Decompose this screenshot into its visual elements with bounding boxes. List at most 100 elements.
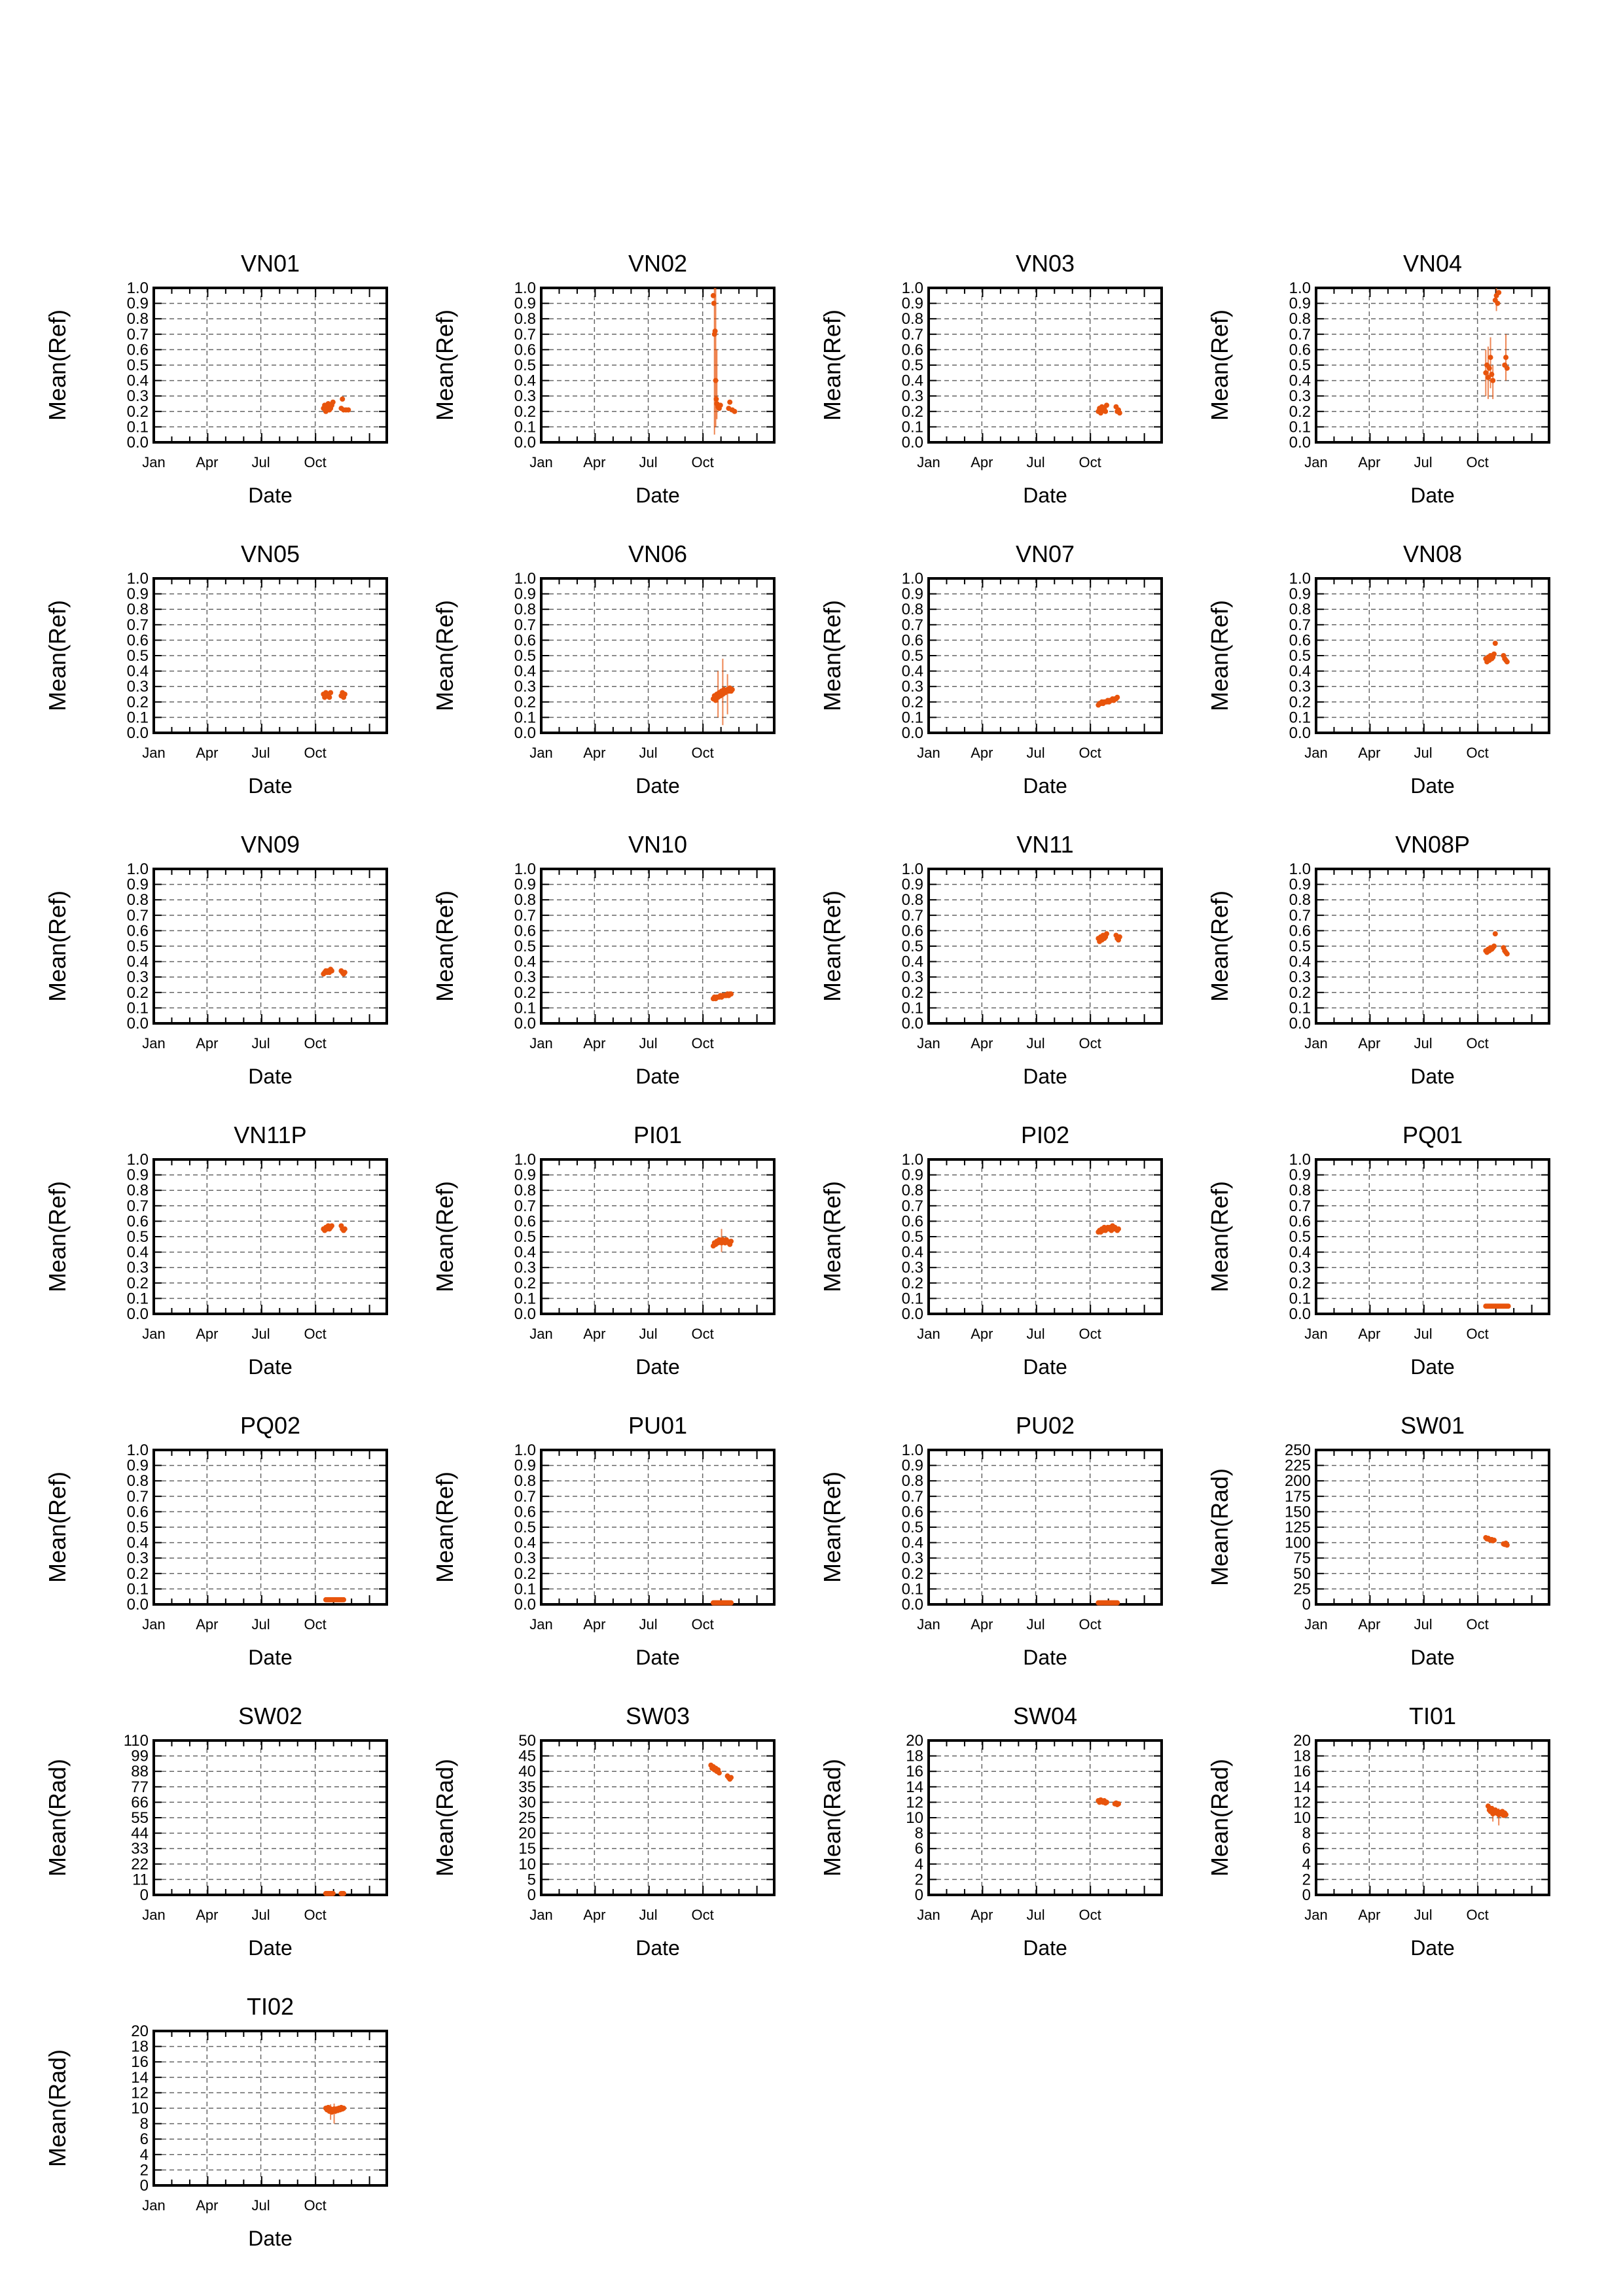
y-tick-label: 0.4 <box>902 663 923 680</box>
x-axis-label: Date <box>635 774 680 798</box>
y-tick-label: 0.0 <box>902 1305 923 1323</box>
y-tick-label: 0.2 <box>127 403 149 421</box>
x-tick-label: Oct <box>692 1616 714 1633</box>
x-axis-label: Date <box>1023 1646 1067 1669</box>
x-axis-label: Date <box>1410 484 1455 507</box>
y-tick-label: 0.5 <box>902 1519 923 1536</box>
y-tick-label: 0.7 <box>902 616 923 634</box>
data-point <box>728 1775 734 1780</box>
y-tick-label: 1.0 <box>902 860 923 878</box>
y-tick-label: 25 <box>518 1809 536 1827</box>
chart-title: SW04 <box>1013 1703 1077 1729</box>
y-tick-label: 0.7 <box>127 1488 149 1506</box>
y-tick-label: 0.1 <box>902 1290 923 1307</box>
y-tick-label: 0 <box>915 1886 923 1904</box>
data-point <box>1504 659 1510 665</box>
y-tick-label: 0.5 <box>902 357 923 374</box>
y-tick-label: 0.2 <box>1289 984 1311 1002</box>
y-tick-label: 1.0 <box>514 570 536 588</box>
plot-frame <box>1315 1449 1550 1606</box>
x-tick-label: Apr <box>583 1326 605 1342</box>
y-tick-label: 0.5 <box>514 357 536 374</box>
data-point <box>1496 290 1502 296</box>
x-axis-label: Date <box>248 484 293 507</box>
chart-panel-vn07: VN07 0.00.10.20.30.40.50.60.70.80.91.0 Jan… <box>819 540 1163 798</box>
x-tick-label: Oct <box>692 454 714 470</box>
y-tick-label: 0.0 <box>514 434 536 451</box>
x-tick-label: Apr <box>196 454 218 470</box>
x-tick-label: Jan <box>1304 1907 1327 1923</box>
y-tick-label: 0.8 <box>514 1472 536 1490</box>
y-tick-label: 0 <box>1302 1886 1311 1904</box>
y-tick-label: 250 <box>1285 1441 1311 1459</box>
x-tick-label: Jan <box>1304 1326 1327 1342</box>
y-tick-label: 0.9 <box>127 1167 149 1184</box>
y-tick-label: 0.7 <box>902 1488 923 1506</box>
y-axis-label: Mean(Ref) <box>819 600 846 711</box>
data-point <box>728 1600 734 1606</box>
y-tick-label: 0.2 <box>127 1565 149 1583</box>
chart-title: VN07 <box>1016 540 1075 567</box>
y-tick-label: 0.7 <box>127 1197 149 1215</box>
x-tick-label: Jan <box>529 1907 552 1923</box>
x-axis-label: Date <box>635 1355 680 1379</box>
x-tick-label: Jan <box>917 1907 940 1923</box>
chart-panel-vn08: VN08 0.00.10.20.30.40.50.60.70.80.91.0 Jan… <box>1206 540 1550 798</box>
chart-title: PU01 <box>628 1412 687 1439</box>
y-tick-label: 0.0 <box>902 1596 923 1614</box>
y-tick-label: 0.6 <box>1289 341 1311 359</box>
plot-frame <box>1315 1739 1550 1896</box>
y-tick-label: 125 <box>1285 1519 1311 1536</box>
y-tick-label: 0.7 <box>902 1197 923 1215</box>
chart-panel-pq01: PQ01 0.00.10.20.30.40.50.60.70.80.91.0 Jan… <box>1206 1122 1550 1379</box>
y-tick-label: 16 <box>131 2053 149 2071</box>
y-tick-label: 0.8 <box>1289 891 1311 909</box>
plot-frame <box>152 2030 388 2187</box>
y-tick-label: 14 <box>906 1778 923 1796</box>
chart-panel-vn03: VN03 0.00.10.20.30.40.50.60.70.80.91.0 Jan… <box>819 250 1163 507</box>
y-tick-label: 0.3 <box>514 678 536 696</box>
y-tick-label: 0.3 <box>127 1259 149 1277</box>
y-tick-label: 0.0 <box>902 1015 923 1033</box>
y-tick-label: 1.0 <box>902 1441 923 1459</box>
y-tick-label: 0.7 <box>127 326 149 344</box>
x-tick-label: Apr <box>1358 1035 1380 1051</box>
data-point <box>327 694 332 700</box>
chart-panel-vn02: VN02 0.00.10.20.30.40.50.60.70.80.91.0 Jan… <box>431 250 776 507</box>
y-tick-label: 0.3 <box>902 1549 923 1567</box>
y-tick-label: 0.5 <box>127 938 149 955</box>
y-tick-label: 0.8 <box>127 891 149 909</box>
chart-panel-vn08p: VN08P 0.00.10.20.30.40.50.60.70.80.91.0 Ja… <box>1206 831 1550 1088</box>
y-tick-label: 0.9 <box>902 1167 923 1184</box>
chart-panel-vn11: VN11 0.00.10.20.30.40.50.60.70.80.91.0 Jan… <box>819 831 1163 1088</box>
plot-frame <box>1315 577 1550 734</box>
x-tick-label: Apr <box>583 454 605 470</box>
y-tick-label: 0.1 <box>514 1290 536 1307</box>
x-tick-label: Apr <box>196 1326 218 1342</box>
y-tick-label: 1.0 <box>127 1441 149 1459</box>
plot-frame <box>927 287 1163 444</box>
y-tick-label: 12 <box>906 1793 923 1811</box>
y-tick-label: 110 <box>124 1732 149 1750</box>
y-tick-label: 0.9 <box>902 876 923 894</box>
x-tick-label: Apr <box>971 1035 993 1051</box>
x-tick-label: Oct <box>1467 454 1489 470</box>
y-tick-label: 0.5 <box>127 357 149 374</box>
y-axis-label: Mean(Rad) <box>1206 1468 1233 1586</box>
y-tick-label: 1.0 <box>127 279 149 297</box>
x-axis-label: Date <box>1410 1936 1455 1960</box>
y-axis-label: Mean(Rad) <box>819 1759 846 1877</box>
y-tick-label: 10 <box>518 1856 536 1873</box>
x-tick-label: Jul <box>1414 1035 1432 1051</box>
y-tick-label: 0.1 <box>127 1580 149 1598</box>
y-tick-label: 0.1 <box>1289 418 1311 436</box>
chart-panel-vn09: VN09 0.00.10.20.30.40.50.60.70.80.91.0 Jan… <box>44 831 388 1088</box>
x-tick-label: Jan <box>142 1035 165 1051</box>
x-tick-label: Oct <box>304 1035 327 1051</box>
y-tick-label: 0.8 <box>902 601 923 618</box>
x-tick-label: Jan <box>142 1326 165 1342</box>
x-tick-label: Apr <box>1358 1616 1380 1633</box>
y-tick-label: 0.5 <box>1289 357 1311 374</box>
